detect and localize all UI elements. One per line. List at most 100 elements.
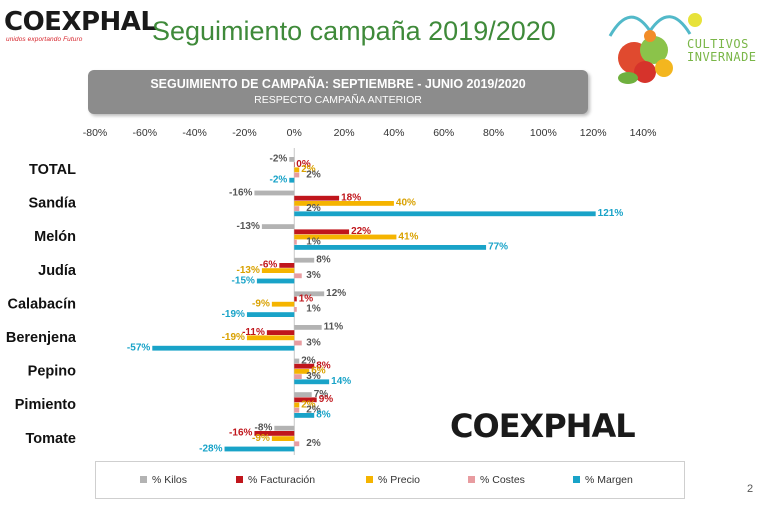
data-label-costes: 2% <box>306 203 321 214</box>
data-label-kilos: -2% <box>269 154 287 165</box>
legend-label-facturacion: % Facturación <box>248 474 316 486</box>
data-label-costes: 3% <box>306 270 321 281</box>
cultivos-text: CULTIVOS INVERNADE <box>687 38 757 64</box>
bar-kilos <box>261 224 295 229</box>
slide-title: Seguimiento campaña 2019/2020 <box>152 16 556 46</box>
page-number: 2 <box>747 483 754 495</box>
legend-item-precio: % Precio <box>366 474 420 486</box>
bar-facturacion <box>294 363 315 369</box>
bar-costes <box>294 407 300 413</box>
data-label-facturacion: 0% <box>296 159 311 170</box>
category-label: Pepino <box>28 364 76 380</box>
chart-title-banner: SEGUIMIENTO DE CAMPAÑA: SEPTIEMBRE - JUN… <box>88 70 588 114</box>
legend-label-precio: % Precio <box>378 474 421 486</box>
x-tick-label: 40% <box>383 127 404 139</box>
legend-swatch-facturacion <box>236 475 243 483</box>
data-label-costes: 2% <box>306 169 321 180</box>
data-label-precio: 2% <box>301 399 316 410</box>
data-label-facturacion: 22% <box>351 226 371 237</box>
cultivos-line2: INVERNADE <box>687 50 757 64</box>
data-label-facturacion: -16% <box>229 428 252 439</box>
bar-facturacion <box>294 229 350 235</box>
data-label-precio: -19% <box>222 332 245 343</box>
data-label-kilos: 2% <box>301 355 316 366</box>
data-label-costes: 1% <box>306 304 321 315</box>
x-tick-label: 60% <box>433 127 454 139</box>
x-tick-label: 0% <box>287 127 302 139</box>
chart-legend: % Kilos % Facturación % Precio % Costes … <box>95 461 685 499</box>
bar-precio <box>294 234 397 240</box>
bar-precio <box>271 436 295 441</box>
bar-precio <box>271 301 295 307</box>
bar-margen <box>294 413 315 418</box>
bar-margen <box>294 379 330 385</box>
x-tick-label: -20% <box>232 127 257 139</box>
bar-kilos <box>289 157 295 162</box>
data-label-precio: -13% <box>237 265 260 276</box>
bar-costes <box>294 172 300 178</box>
bar-facturacion <box>294 296 297 302</box>
bar-costes <box>294 307 297 312</box>
x-tick-label: 20% <box>334 127 355 139</box>
data-label-costes: 3% <box>306 371 321 382</box>
bar-kilos <box>254 190 295 196</box>
bar-margen <box>294 211 596 217</box>
category-label: Tomate <box>26 431 77 447</box>
data-label-facturacion: 9% <box>319 394 334 405</box>
bar-precio <box>294 402 300 408</box>
data-label-precio: 40% <box>396 198 416 209</box>
data-label-kilos: -13% <box>237 221 260 232</box>
legend-item-costes: % Costes <box>468 474 525 486</box>
data-label-facturacion: 1% <box>299 293 314 304</box>
bar-costes <box>294 340 302 346</box>
data-label-kilos: -16% <box>229 187 252 198</box>
category-label: Berenjena <box>6 330 77 346</box>
data-label-kilos: 8% <box>316 255 331 266</box>
data-label-precio: 6% <box>311 366 326 377</box>
bar-facturacion <box>294 162 295 167</box>
legend-swatch-costes <box>468 475 475 483</box>
data-label-margen: 8% <box>316 410 331 421</box>
data-label-costes: 3% <box>306 337 321 348</box>
bar-kilos <box>274 425 295 431</box>
bar-margen <box>224 446 295 452</box>
bar-facturacion <box>294 195 340 201</box>
legend-swatch-kilos <box>140 475 147 483</box>
data-label-margen: 77% <box>488 242 508 253</box>
x-tick-label: 100% <box>530 127 557 139</box>
data-label-costes: 2% <box>306 405 321 416</box>
bar-precio <box>294 201 394 206</box>
data-label-facturacion: 18% <box>341 193 361 204</box>
category-label: Pimiento <box>15 397 76 413</box>
legend-label-kilos: % Kilos <box>152 474 188 486</box>
x-tick-label: 80% <box>483 127 504 139</box>
bar-kilos <box>294 257 315 263</box>
data-label-margen: -15% <box>232 275 255 286</box>
bar-costes <box>294 441 300 447</box>
x-tick-label: -80% <box>83 127 108 139</box>
category-label: Calabacín <box>8 296 77 312</box>
coexphal-logo: COEXPHAL unidos exportando Futuro <box>4 8 157 43</box>
data-label-margen: 14% <box>331 376 351 387</box>
data-label-precio: 41% <box>398 231 418 242</box>
data-label-costes: 2% <box>306 438 321 449</box>
data-label-precio: -9% <box>252 433 270 444</box>
legend-swatch-margen <box>573 475 580 483</box>
data-label-margen: -19% <box>222 309 245 320</box>
bar-margen <box>152 345 295 351</box>
x-tick-label: -40% <box>182 127 207 139</box>
bar-kilos <box>294 325 322 330</box>
bar-precio <box>294 167 300 173</box>
bar-precio <box>246 335 295 341</box>
legend-label-costes: % Costes <box>480 474 525 486</box>
brand-name: COEXPHAL <box>4 7 157 37</box>
bar-kilos <box>294 392 312 397</box>
x-tick-label: -60% <box>133 127 158 139</box>
legend-item-margen: % Margen <box>573 474 633 486</box>
bar-costes <box>294 273 302 279</box>
category-label: Sandía <box>28 196 76 212</box>
data-label-kilos: 7% <box>314 389 329 400</box>
data-label-facturacion: -6% <box>260 260 278 271</box>
bar-margen <box>246 312 295 317</box>
